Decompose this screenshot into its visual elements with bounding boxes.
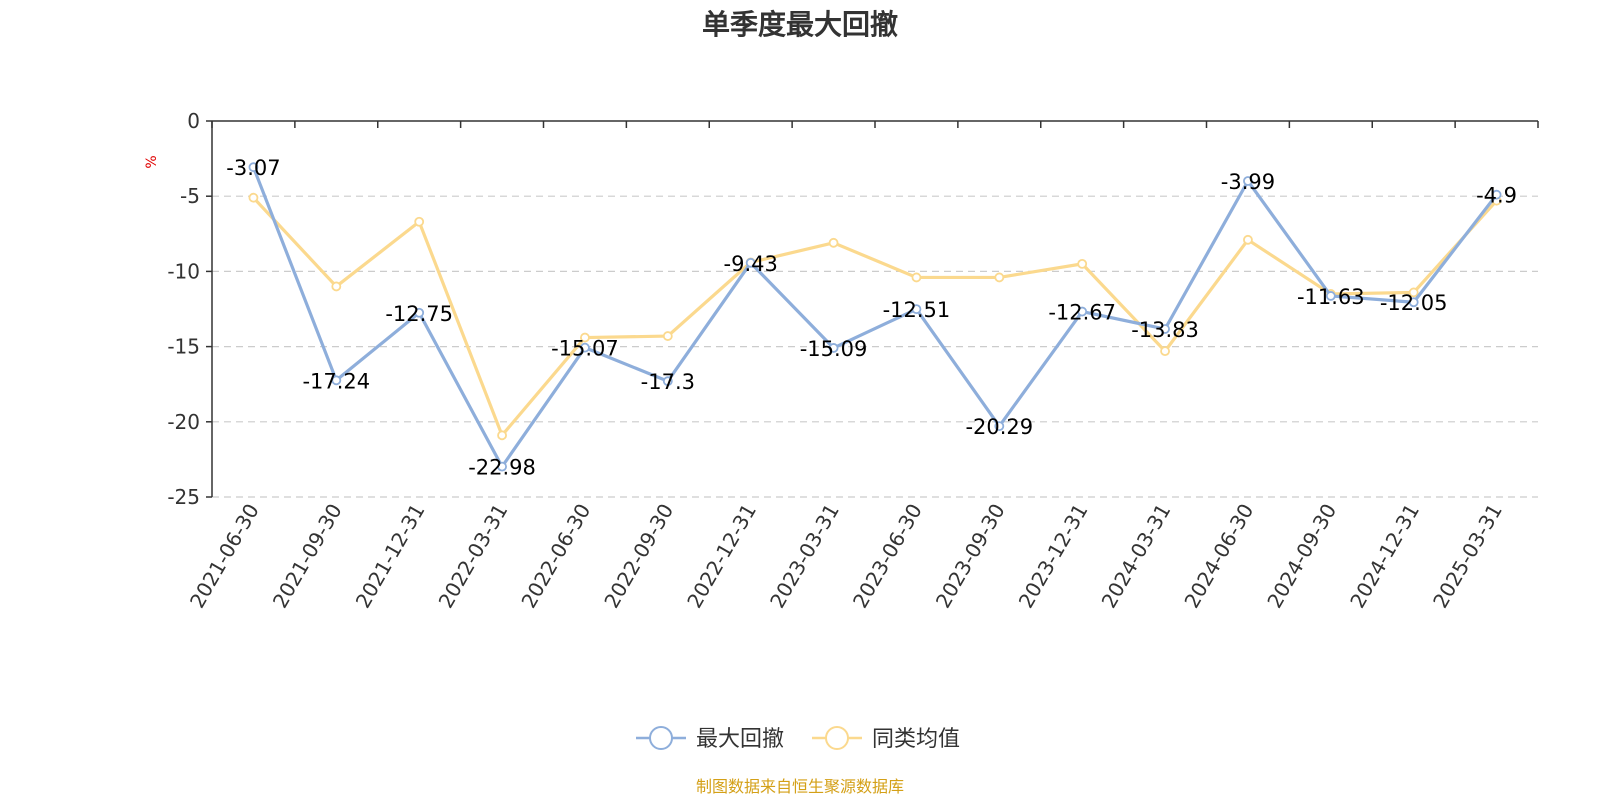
data-point — [994, 421, 1005, 432]
x-tick-label: 2022-06-30 — [516, 500, 595, 613]
data-label: -12.67 — [1048, 301, 1116, 325]
data-label: -12.51 — [883, 298, 951, 322]
data-label: -15.07 — [551, 337, 619, 361]
x-tick-label: 2025-03-31 — [1428, 500, 1507, 613]
data-point — [911, 304, 922, 315]
x-tick-label: 2021-09-30 — [268, 500, 347, 613]
y-tick-labels: 0 -5 -10 -15 -20 -25 — [167, 109, 200, 509]
data-point — [580, 332, 590, 343]
data-label: -4.9 — [1476, 184, 1517, 208]
x-tick-label: 2023-12-31 — [1014, 500, 1093, 613]
data-point — [1325, 291, 1336, 301]
x-tick-label: 2024-12-31 — [1345, 500, 1424, 613]
data-point — [580, 342, 590, 353]
data-label: -17.24 — [302, 369, 370, 393]
data-point — [331, 375, 342, 386]
data-point — [911, 272, 922, 283]
data-label: -12.75 — [385, 302, 453, 326]
data-point — [248, 192, 259, 203]
data-point — [497, 430, 507, 441]
data-point — [331, 281, 342, 292]
data-point — [1243, 176, 1253, 186]
y-tick-label: -10 — [167, 259, 200, 283]
series-line-0 — [251, 166, 1498, 469]
y-tick-label: -5 — [180, 184, 200, 208]
data-point — [1160, 346, 1170, 357]
x-tick-label: 2024-06-30 — [1179, 500, 1258, 613]
legend-label: 同类均值 — [872, 727, 960, 752]
data-label: -9.43 — [724, 252, 778, 276]
x-tick-label: 2023-06-30 — [848, 500, 927, 613]
data-point — [1491, 189, 1502, 200]
data-label: -22.98 — [468, 456, 536, 480]
grid-lines — [212, 195, 1538, 498]
x-tick-label: 2021-12-31 — [351, 500, 430, 613]
data-point — [1077, 306, 1088, 317]
data-point — [828, 237, 839, 248]
series-line-1 — [252, 196, 1498, 437]
x-tick-label: 2022-09-30 — [599, 500, 678, 613]
data-point — [414, 307, 425, 318]
data-point — [414, 216, 425, 227]
data-point — [497, 461, 507, 472]
data-point — [662, 376, 673, 387]
data-point — [662, 331, 673, 341]
data-point — [1408, 297, 1419, 308]
data-label: -15.09 — [800, 337, 868, 361]
data-point — [1077, 258, 1088, 269]
data-point — [248, 162, 259, 173]
x-tick-label: 2024-03-31 — [1096, 500, 1175, 613]
series-layer — [248, 162, 1502, 472]
axes — [206, 120, 1539, 498]
legend[interactable]: 最大回撤 同类均值 — [636, 726, 960, 752]
data-label: -13.83 — [1131, 318, 1199, 342]
y-axis-unit: % — [144, 155, 160, 168]
x-tick-labels: 2021-06-30 2021-09-30 2021-12-31 2022-03-31… — [185, 500, 1507, 613]
data-labels: -3.07 -17.24 -12.75 -22.98 -15.07 -17.3 -9.43 -… — [226, 156, 1517, 479]
x-tick-label: 2024-09-30 — [1262, 500, 1341, 613]
data-point — [994, 272, 1005, 283]
legend-marker-icon — [649, 726, 673, 750]
data-point — [1243, 234, 1253, 245]
data-label: -20.29 — [965, 415, 1033, 439]
data-point — [1160, 324, 1170, 334]
x-tick-label: 2023-03-31 — [765, 500, 844, 613]
data-point — [1408, 287, 1419, 298]
y-tick-label: -15 — [167, 335, 200, 359]
data-point — [828, 343, 839, 353]
data-point — [745, 257, 756, 268]
data-label: -17.3 — [641, 370, 695, 394]
data-source-note: 制图数据来自恒生聚源数据库 — [696, 777, 904, 796]
data-label: -12.05 — [1380, 291, 1448, 315]
x-tick-label: 2023-09-30 — [931, 500, 1010, 613]
legend-label: 最大回撤 — [696, 727, 784, 752]
y-tick-label: -25 — [167, 485, 200, 509]
data-label: -3.99 — [1221, 170, 1275, 194]
x-tick-label: 2022-12-31 — [682, 500, 761, 613]
data-label: -11.63 — [1297, 285, 1365, 309]
y-tick-label: 0 — [187, 109, 200, 133]
chart-title: 单季度最大回撤 — [702, 8, 898, 41]
x-tick-label: 2022-03-31 — [433, 500, 512, 613]
legend-item-1[interactable]: 同类均值 — [812, 726, 960, 752]
legend-marker-icon — [825, 726, 849, 750]
y-tick-label: -20 — [167, 410, 200, 434]
data-label: -3.07 — [226, 156, 280, 180]
x-tick-label: 2021-06-30 — [185, 500, 264, 613]
legend-item-0[interactable]: 最大回撤 — [636, 726, 784, 752]
